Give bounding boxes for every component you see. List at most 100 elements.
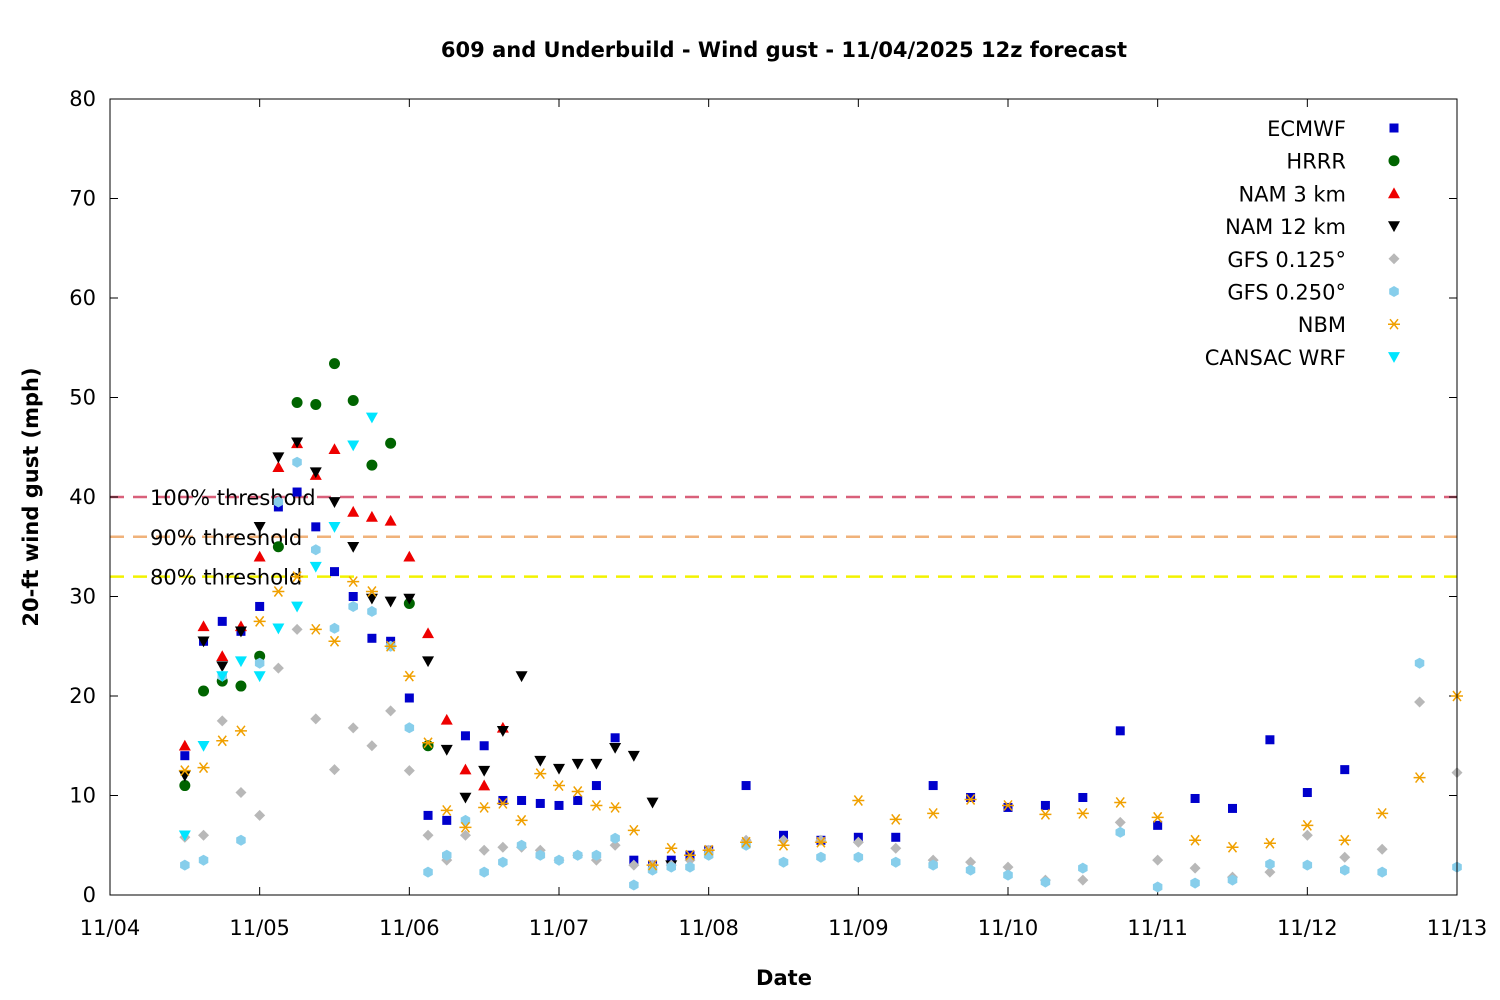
data-point bbox=[328, 497, 341, 508]
data-point bbox=[235, 787, 247, 799]
data-point bbox=[609, 839, 621, 851]
data-point bbox=[310, 713, 322, 725]
data-point bbox=[197, 636, 210, 648]
data-point bbox=[404, 722, 415, 734]
series-nam-12-km bbox=[178, 437, 678, 872]
data-point bbox=[272, 662, 284, 674]
data-point bbox=[816, 851, 826, 863]
data-point bbox=[423, 866, 433, 878]
data-point bbox=[460, 814, 471, 826]
data-point bbox=[1377, 866, 1387, 878]
data-point bbox=[348, 592, 358, 601]
data-point bbox=[573, 795, 583, 805]
data-point bbox=[534, 755, 547, 767]
data-point bbox=[683, 849, 696, 861]
data-point bbox=[590, 799, 603, 811]
data-point bbox=[534, 768, 547, 780]
legend: ECMWF HRRR NAM 3 km NAM 12 km GFS 0.125° GFS … bbox=[1205, 117, 1400, 370]
x-tick-label: 11/08 bbox=[678, 916, 739, 940]
chart-title: 609 and Underbuild - Wind gust - 11/04/2… bbox=[441, 38, 1127, 62]
data-point bbox=[535, 849, 546, 861]
data-point bbox=[629, 879, 639, 891]
data-point bbox=[740, 836, 753, 848]
data-point bbox=[292, 487, 302, 497]
data-point bbox=[478, 801, 491, 813]
data-point bbox=[440, 744, 453, 756]
x-tick-label: 11/04 bbox=[80, 916, 141, 940]
x-tick-label: 11/06 bbox=[379, 916, 440, 940]
data-point bbox=[1339, 851, 1351, 863]
x-tick-label: 11/11 bbox=[1127, 916, 1188, 940]
data-point bbox=[255, 601, 265, 611]
legend-label: HRRR bbox=[1286, 150, 1346, 174]
data-point bbox=[572, 849, 583, 861]
y-tick-label: 20 bbox=[69, 684, 96, 708]
data-point bbox=[517, 795, 527, 805]
data-point bbox=[1376, 807, 1389, 819]
series-nbm bbox=[178, 571, 1463, 871]
data-point bbox=[535, 798, 545, 808]
data-point bbox=[291, 601, 304, 613]
data-point bbox=[198, 854, 209, 866]
data-point bbox=[1340, 765, 1350, 775]
data-point bbox=[966, 792, 976, 802]
data-point bbox=[478, 779, 491, 791]
data-point bbox=[1301, 829, 1313, 841]
data-point bbox=[1003, 802, 1013, 812]
data-point bbox=[347, 576, 360, 588]
y-tick-label: 30 bbox=[69, 585, 96, 609]
data-point bbox=[442, 849, 452, 861]
data-point bbox=[291, 623, 303, 635]
data-point bbox=[1115, 826, 1125, 838]
data-point bbox=[328, 635, 341, 647]
data-point bbox=[571, 758, 584, 770]
data-point bbox=[515, 814, 528, 826]
data-point bbox=[328, 522, 341, 533]
data-point bbox=[890, 842, 902, 854]
data-point bbox=[422, 627, 435, 639]
data-point bbox=[553, 763, 565, 775]
data-point bbox=[328, 443, 341, 455]
data-point bbox=[1115, 726, 1125, 736]
data-point bbox=[498, 856, 508, 868]
y-tick-label: 10 bbox=[69, 784, 96, 808]
data-point bbox=[928, 781, 938, 791]
data-point bbox=[516, 839, 527, 851]
data-point bbox=[198, 685, 210, 697]
data-point bbox=[440, 804, 453, 816]
data-point bbox=[273, 496, 284, 508]
data-point bbox=[272, 623, 285, 635]
data-point bbox=[272, 452, 285, 464]
data-point bbox=[1414, 696, 1426, 708]
y-tick-label: 70 bbox=[69, 187, 96, 211]
data-point bbox=[403, 550, 416, 562]
data-point bbox=[440, 713, 453, 725]
data-point bbox=[1003, 869, 1013, 881]
data-point bbox=[1228, 803, 1237, 813]
legend-label: NAM 3 km bbox=[1238, 182, 1346, 206]
legend-marker bbox=[1388, 318, 1400, 330]
legend-label: GFS 0.250° bbox=[1227, 281, 1346, 305]
legend-marker bbox=[1388, 352, 1400, 363]
data-point bbox=[216, 650, 229, 661]
data-point bbox=[891, 832, 901, 842]
data-point bbox=[1301, 819, 1314, 831]
data-point bbox=[347, 394, 359, 406]
data-point bbox=[1226, 841, 1239, 853]
data-point bbox=[459, 829, 471, 841]
data-point bbox=[365, 593, 378, 605]
data-point bbox=[254, 657, 265, 669]
x-axis-label: Date bbox=[756, 966, 812, 990]
data-point bbox=[891, 856, 901, 868]
data-point bbox=[684, 854, 696, 866]
data-points bbox=[178, 358, 1463, 893]
series-gfs-0-125- bbox=[179, 623, 1463, 886]
data-point bbox=[178, 765, 191, 777]
data-point bbox=[1152, 881, 1163, 893]
data-point bbox=[1338, 834, 1351, 846]
x-tick-label: 11/13 bbox=[1427, 916, 1488, 940]
data-point bbox=[329, 358, 340, 370]
data-point bbox=[609, 801, 622, 813]
data-point bbox=[964, 794, 977, 805]
threshold-label: 100% threshold bbox=[150, 486, 316, 510]
